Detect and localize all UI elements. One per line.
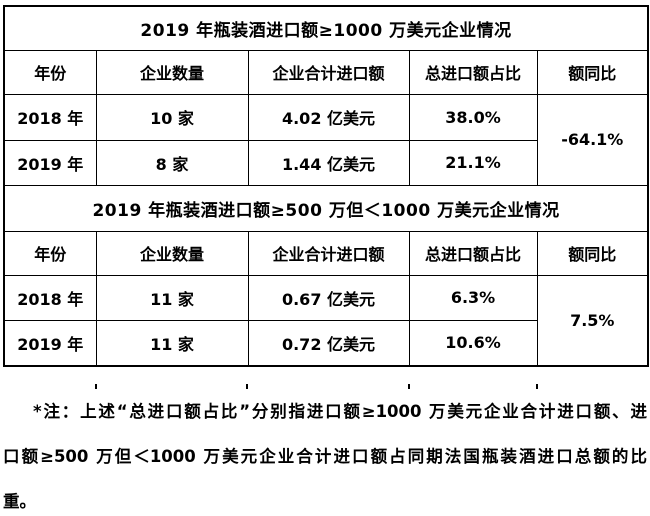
section2-header-yoy: 额同比 — [536, 230, 649, 276]
yoy-cell: 7.5% — [536, 274, 649, 367]
section2-header-year: 年份 — [3, 230, 97, 276]
year-cell: 2018 年 — [3, 93, 97, 141]
table-row: 2019 年 11 家 0.72 亿美元 10.6% — [3, 319, 648, 367]
section1-header-year: 年份 — [3, 49, 97, 95]
section1-header-amount: 企业合计进口额 — [247, 49, 410, 95]
share-cell: 6.3% — [408, 274, 538, 321]
share-cell: 38.0% — [408, 93, 538, 141]
table-grid-stub — [246, 384, 248, 389]
share-cell: 10.6% — [408, 319, 538, 367]
section2-header-amount: 企业合计进口额 — [247, 230, 410, 276]
section1-header-yoy: 额同比 — [536, 49, 649, 95]
table-grid-stub — [95, 384, 97, 389]
section2-title: 2019 年瓶装酒进口额≥500 万但＜1000 万美元企业情况 — [3, 184, 649, 232]
table-row: 年份 企业数量 企业合计进口额 总进口额占比 额同比 — [3, 230, 649, 276]
footnote-line: 重。 — [3, 492, 36, 511]
table-grid-stub — [408, 384, 410, 389]
section2-header-share: 总进口额占比 — [408, 230, 538, 276]
table-grid-stub — [536, 384, 538, 389]
section1-header-count: 企业数量 — [95, 49, 249, 95]
year-cell: 2019 年 — [3, 319, 97, 367]
count-cell: 10 家 — [95, 93, 249, 141]
section1-header-share: 总进口额占比 — [408, 49, 538, 95]
table-row: 年份 企业数量 企业合计进口额 总进口额占比 额同比 — [3, 49, 649, 95]
amount-cell: 0.67 亿美元 — [247, 274, 410, 321]
count-cell: 11 家 — [95, 319, 249, 367]
table-row: 2019 年 8 家 1.44 亿美元 21.1% — [3, 139, 648, 186]
amount-cell: 1.44 亿美元 — [247, 139, 410, 186]
table-row: 2018 年 10 家 4.02 亿美元 38.0% -64.1% — [3, 93, 649, 186]
amount-cell: 4.02 亿美元 — [247, 93, 410, 141]
count-cell: 8 家 — [95, 139, 249, 186]
yoy-cell: -64.1% — [536, 93, 649, 186]
section2-header-count: 企业数量 — [95, 230, 249, 276]
section1-title: 2019 年瓶装酒进口额≥1000 万美元企业情况 — [3, 5, 649, 51]
wine-import-table: 2019 年瓶装酒进口额≥1000 万美元企业情况 年份 企业数量 企业合计进口… — [3, 5, 650, 367]
year-cell: 2018 年 — [3, 274, 97, 321]
share-cell: 21.1% — [408, 139, 538, 186]
table-row: 2019 年瓶装酒进口额≥1000 万美元企业情况 — [3, 5, 649, 51]
footnote-line: 口额≥500 万但＜1000 万美元企业合计进口额占同期法国瓶装酒进口总额的比 — [3, 447, 647, 466]
year-cell: 2019 年 — [3, 139, 97, 186]
amount-cell: 0.72 亿美元 — [247, 319, 410, 367]
footnote-line: *注：上述“总进口额占比”分别指进口额≥1000 万美元企业合计进口额、进 — [33, 402, 647, 421]
table-row: 2019 年瓶装酒进口额≥500 万但＜1000 万美元企业情况 — [3, 184, 649, 232]
footnote: *注：上述“总进口额占比”分别指进口额≥1000 万美元企业合计进口额、进 口额… — [3, 389, 647, 516]
table-row: 2018 年 11 家 0.67 亿美元 6.3% 7.5% — [3, 274, 649, 367]
count-cell: 11 家 — [95, 274, 249, 321]
